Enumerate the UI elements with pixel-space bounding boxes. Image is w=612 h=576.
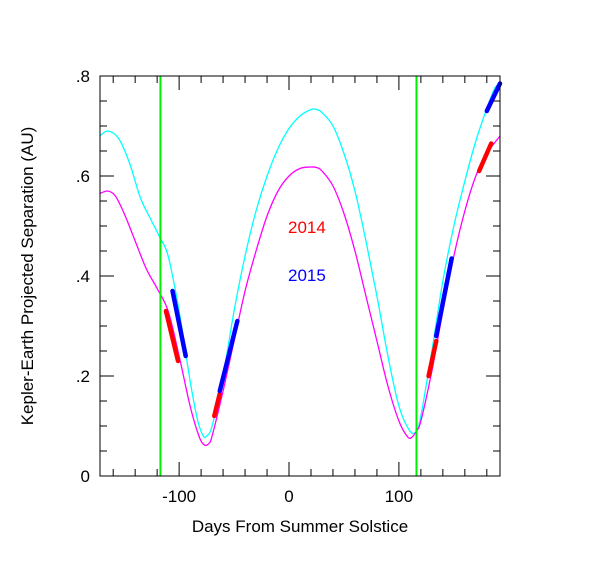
- highlight-2015-6: [434, 256, 454, 339]
- y-axis-label: Kepler-Earth Projected Separation (AU): [18, 127, 37, 426]
- highlight-2014-2: [426, 338, 439, 379]
- annotation-2014: 2014: [288, 218, 326, 237]
- highlight-group: [163, 81, 503, 419]
- y-tick-label: .4: [76, 267, 90, 286]
- y-tick-label: .6: [76, 167, 90, 186]
- x-tick-label: 100: [385, 487, 413, 506]
- y-tick-label: 0: [81, 467, 90, 486]
- x-tick-label: 0: [284, 487, 293, 506]
- y-tick-label: .8: [76, 67, 90, 86]
- highlight-2014-1: [212, 391, 223, 419]
- highlight-2015-4: [170, 288, 188, 359]
- highlight-2015-5: [217, 318, 240, 394]
- highlight-2014-0: [163, 308, 181, 364]
- highlight-2014-3: [476, 141, 494, 174]
- y-tick-label: .2: [76, 367, 90, 386]
- highlight-2015-7: [484, 81, 503, 114]
- x-axis-label: Days From Summer Solstice: [192, 517, 408, 536]
- vline-group: [159, 76, 418, 476]
- annotation-2015: 2015: [288, 266, 326, 285]
- tick-group: [100, 75, 500, 477]
- x-tick-label: -100: [162, 487, 196, 506]
- tick-label-group: -100 0 100 0 .2 .4 .6 .8: [76, 67, 413, 506]
- plot-frame: [99, 75, 501, 477]
